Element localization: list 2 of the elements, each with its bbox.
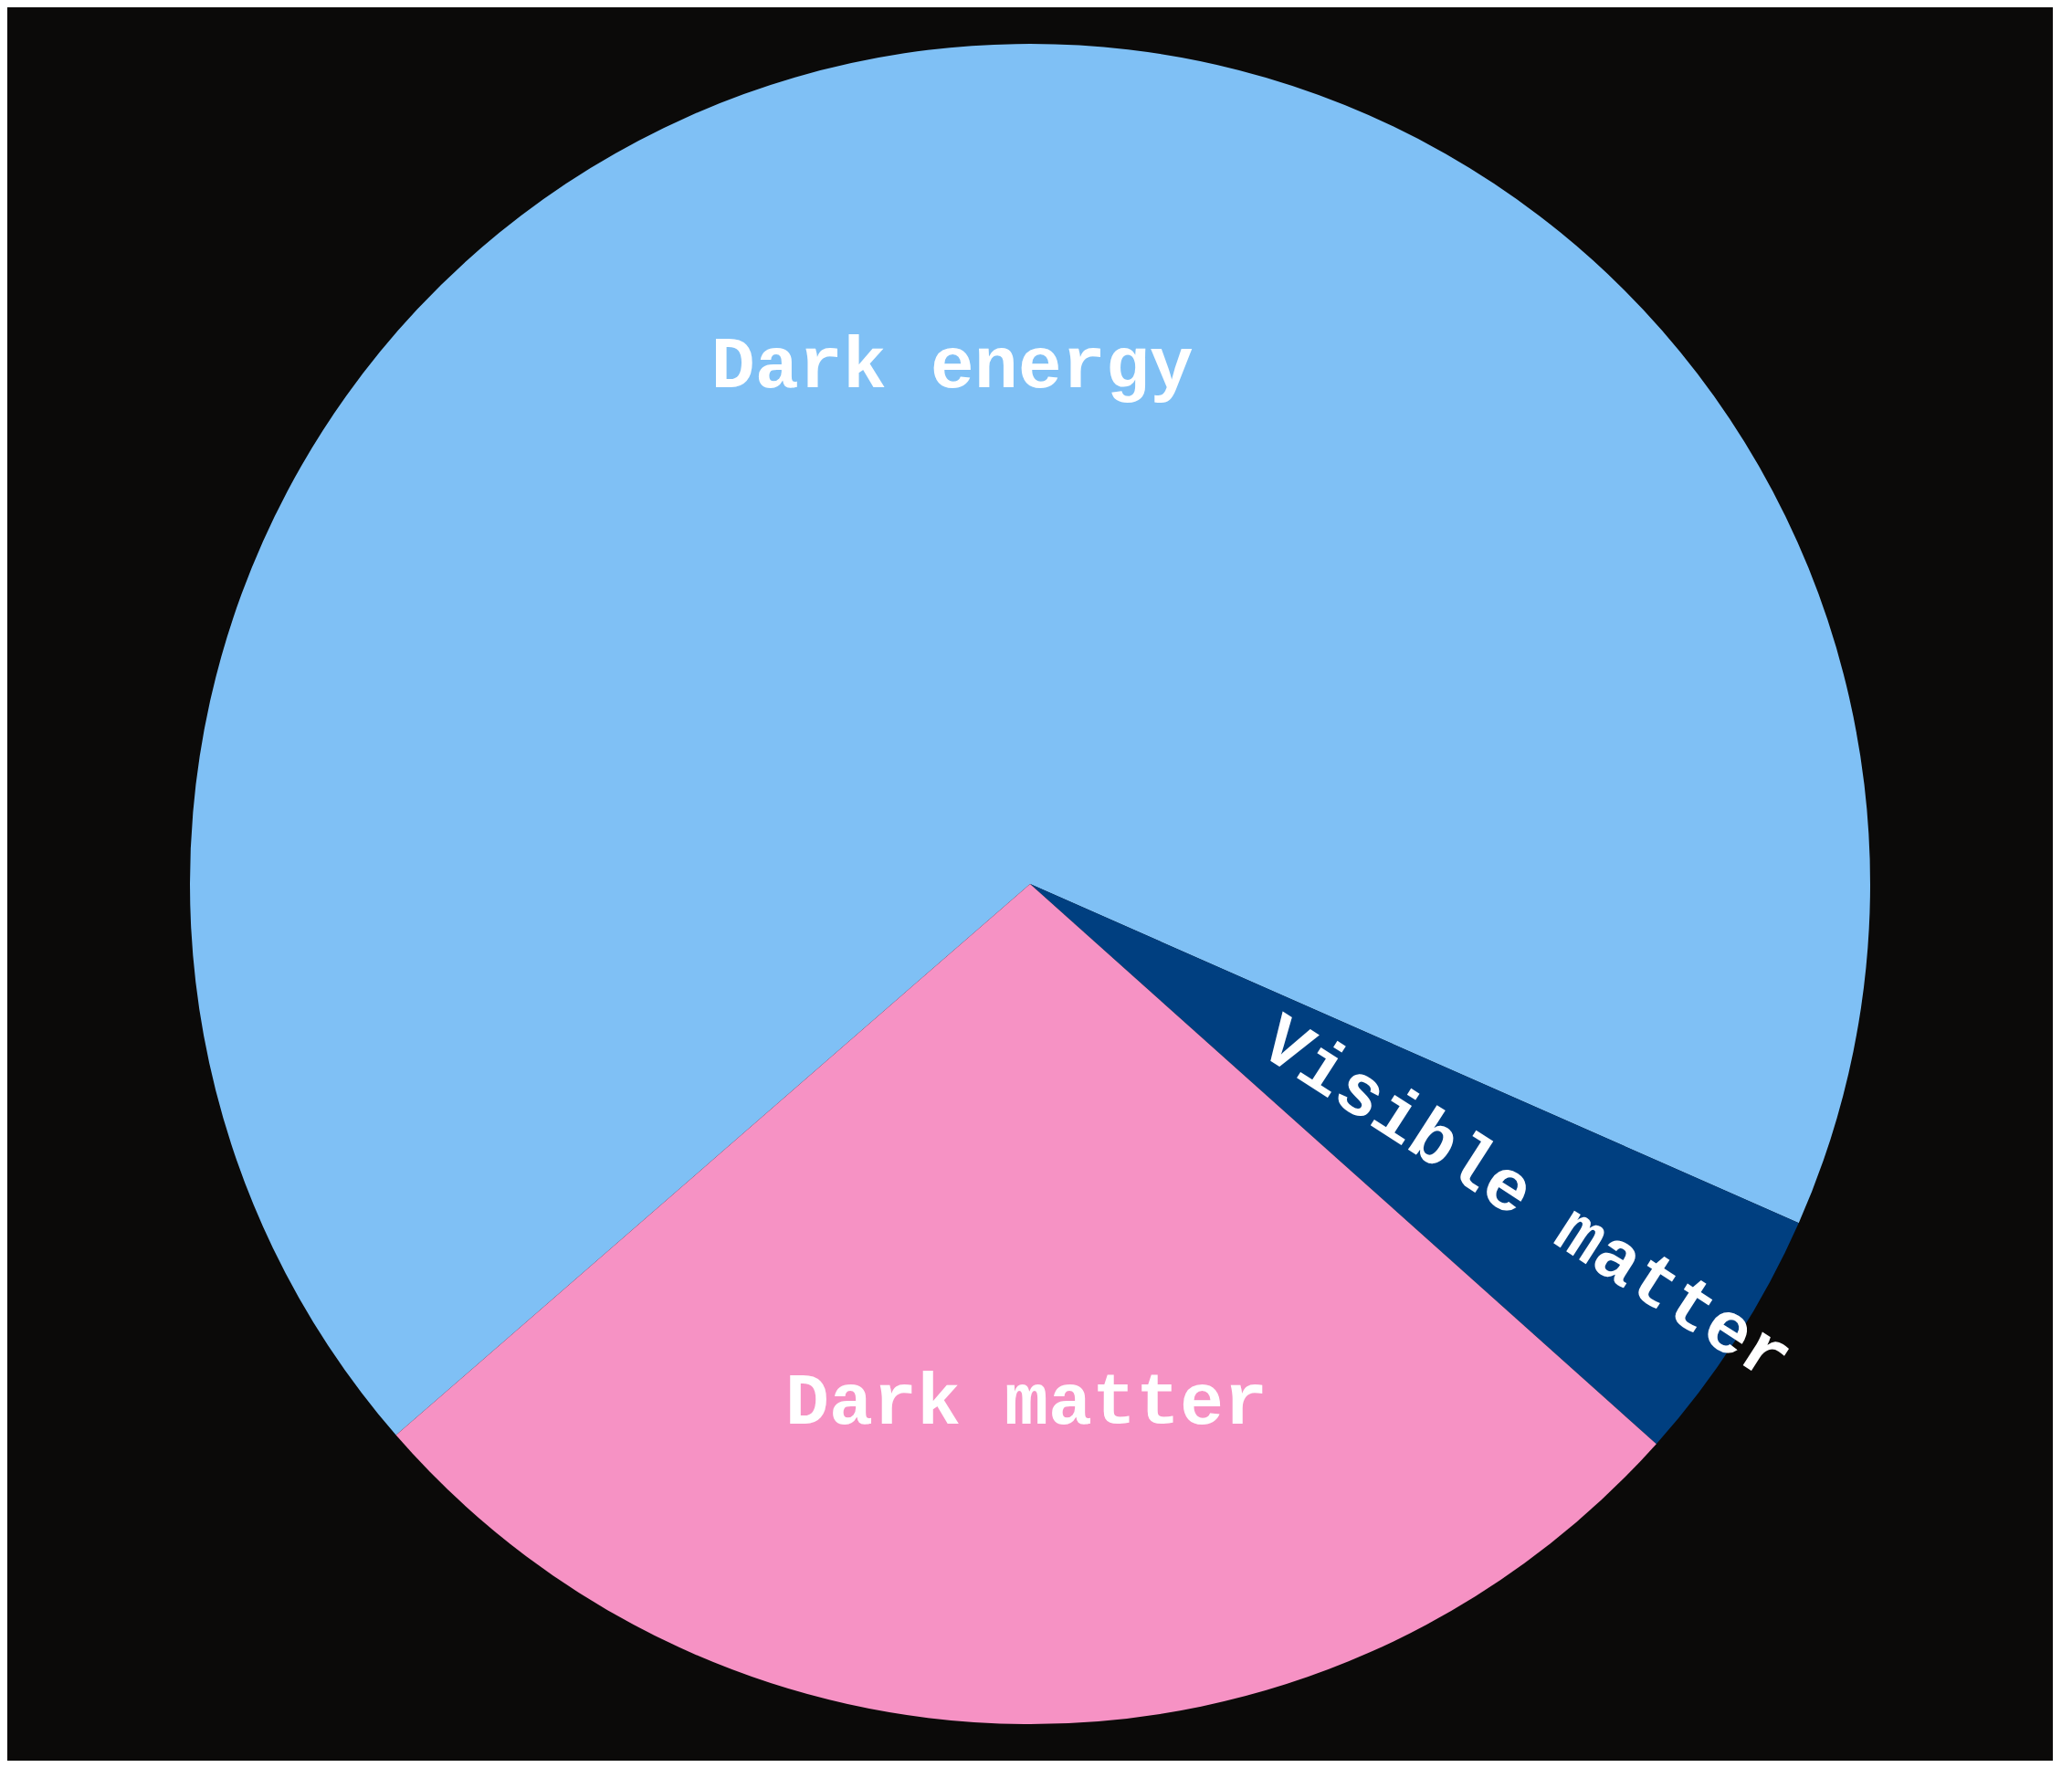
slice-label: Dark matter xyxy=(784,1362,1268,1446)
slice-label: Dark energy xyxy=(710,326,1194,410)
